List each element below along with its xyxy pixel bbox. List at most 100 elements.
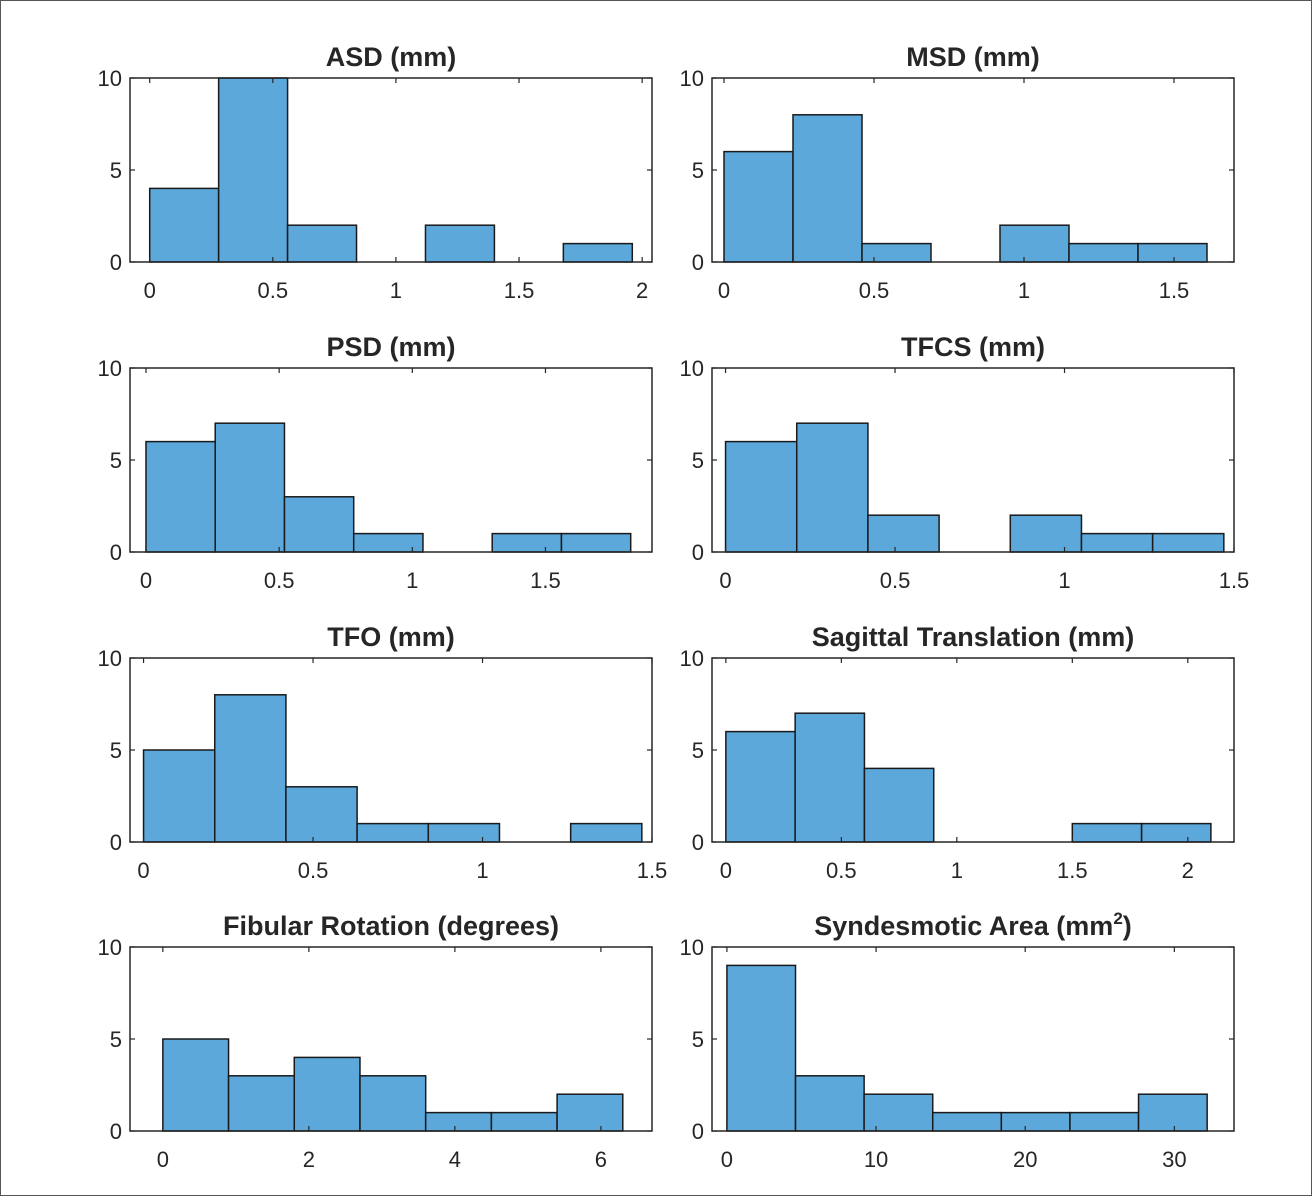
x-tick-label: 1 [1018,278,1030,303]
x-tick-label: 1 [406,568,418,593]
chart-title: PSD (mm) [326,332,455,362]
subplot-6: 0 0.5 1 1.5 2 0 5 10 Sagittal Translation (mm) [680,622,1235,883]
chart-title-text: PSD (mm) [326,332,455,362]
histogram-bar [867,514,940,553]
x-tick-label: 2 [1182,858,1194,883]
histogram-bar [724,440,798,553]
histogram-bar [286,224,358,263]
x-tick-label: 0.5 [859,278,890,303]
histogram-bar [491,532,563,553]
x-tick-label: 0 [137,858,149,883]
y-tick-label: 0 [692,250,704,275]
y-tick-label: 10 [680,646,704,671]
histogram-bar [792,114,863,263]
histogram-bar [931,1111,1003,1132]
y-tick-label: 10 [680,66,704,91]
x-tick-label: 30 [1162,1147,1186,1172]
chart-title-text: TFO (mm) [327,622,455,652]
histogram-bar [283,496,355,553]
chart-title-superscript: 2 [1113,909,1122,928]
y-tick-label: 5 [110,448,122,473]
y-tick-label: 5 [692,738,704,763]
x-tick-label: 0.5 [264,568,295,593]
histogram-bar [213,694,287,843]
histogram-bar [214,422,286,553]
subplot-1: 0 0.5 1 1.5 2 0 5 10 ASD (mm) [98,42,653,303]
chart-title-text: Fibular Rotation (degrees) [223,911,559,941]
subplot-2: 0 0.5 1 1.5 0 5 10 MSD (mm) [680,42,1235,303]
x-tick-label: 0 [157,1147,169,1172]
subplot-3: 0 0.5 1 1.5 0 5 10 PSD (mm) [98,332,653,593]
histogram-bar [1140,822,1212,843]
chart-title: TFCS (mm) [901,332,1045,362]
x-tick-label: 20 [1013,1147,1037,1172]
x-tick-label: 1 [476,858,488,883]
histogram-bar [1137,1093,1208,1132]
histogram-bar [424,224,496,263]
x-tick-label: 0 [719,568,731,593]
x-tick-label: 0 [718,278,730,303]
chart-title-text: Sagittal Translation (mm) [812,622,1135,652]
histogram-bar [725,730,796,843]
x-tick-label: 0 [720,858,732,883]
chart-title: Syndesmotic Area (mm2) [814,909,1132,941]
histogram-bar [863,1093,934,1132]
y-tick-label: 5 [110,158,122,183]
y-tick-label: 10 [98,935,122,960]
histogram-bar [1137,242,1208,263]
chart-title-text: Syndesmotic Area (mm [814,911,1113,941]
x-tick-label: 0.5 [258,278,289,303]
histogram-bar [863,767,935,843]
y-tick-label: 5 [692,158,704,183]
histogram-bar [148,187,220,263]
x-tick-label: 0.5 [826,858,857,883]
histogram-bar [726,964,797,1132]
histogram-bar [1000,1111,1071,1132]
histogram-bar [227,1075,296,1132]
y-tick-label: 5 [692,1027,704,1052]
histogram-bar [1009,514,1083,553]
y-tick-label: 5 [692,448,704,473]
subplot-4: 0 0.5 1 1.5 0 5 10 TFCS (mm) [680,332,1250,593]
y-tick-label: 0 [110,1119,122,1144]
chart-title: ASD (mm) [326,42,457,72]
histogram-bar [1080,532,1154,553]
x-tick-label: 2 [303,1147,315,1172]
histogram-bar [1151,532,1225,553]
histogram-bar [1069,1111,1140,1132]
y-tick-label: 0 [692,1119,704,1144]
histogram-bar [556,1093,624,1132]
chart-title-suffix: ) [1123,911,1132,941]
x-tick-label: 0 [721,1147,733,1172]
histogram-bar [490,1111,558,1132]
histogram-bar [285,786,358,843]
chart-title-text: ASD (mm) [326,42,457,72]
histogram-bar [217,77,289,263]
x-tick-label: 0 [140,568,152,593]
subplot-7: 0 2 4 6 0 5 10 Fibular Rotation (degrees) [98,911,653,1172]
chart-title-text: MSD (mm) [906,42,1040,72]
y-tick-label: 0 [692,540,704,565]
y-tick-label: 10 [680,356,704,381]
y-tick-label: 5 [110,1027,122,1052]
chart-title: Sagittal Translation (mm) [812,622,1135,652]
histogram-bar [1068,242,1139,263]
histogram-bar [794,712,866,843]
histogram-bar [1071,822,1143,843]
y-tick-label: 10 [98,356,122,381]
histogram-bar [569,822,643,843]
x-tick-label: 0.5 [298,858,329,883]
x-tick-label: 1 [951,858,963,883]
x-tick-label: 2 [636,278,648,303]
histogram-bar [999,224,1070,263]
y-tick-label: 0 [110,540,122,565]
x-tick-label: 1.5 [637,858,668,883]
chart-title-text: TFCS (mm) [901,332,1045,362]
chart-title: MSD (mm) [906,42,1040,72]
x-tick-label: 0.5 [880,568,911,593]
histogram-bar [162,1038,230,1132]
histogram-bar [562,242,634,263]
histogram-bar [142,749,216,843]
x-tick-label: 1.5 [1219,568,1250,593]
